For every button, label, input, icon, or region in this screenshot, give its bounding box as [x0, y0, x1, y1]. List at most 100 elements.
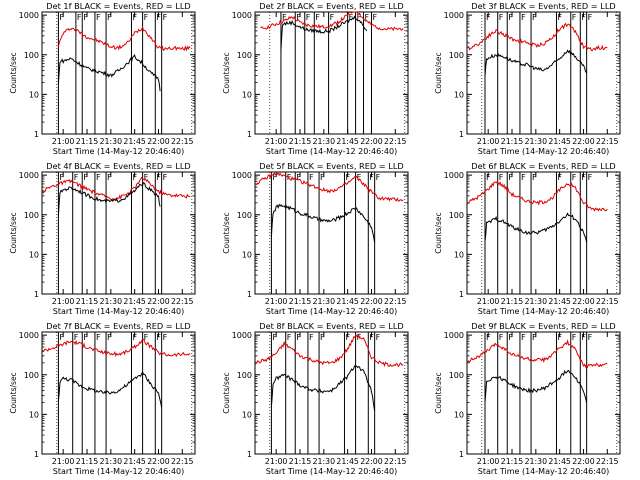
x-tick-label: 22:15: [596, 457, 619, 466]
interval-marker-label: F: [107, 13, 112, 22]
x-axis-label: Start Time (14-May-12 20:46:40): [53, 467, 184, 476]
series-line-lld: [467, 22, 608, 52]
x-tick-label: 21:00: [477, 297, 500, 306]
interval-marker-label: F: [83, 333, 88, 342]
y-tick-label: 1: [459, 450, 464, 459]
interval-marker-label: F: [156, 173, 161, 182]
x-tick-label: 21:30: [100, 297, 123, 306]
y-tick-label: 1: [34, 130, 39, 139]
panel-title: Det 9f BLACK = Events, RED = LLD: [471, 321, 615, 331]
x-axis-label: Start Time (14-May-12 20:46:40): [266, 307, 397, 316]
x-tick-label: 21:30: [313, 297, 336, 306]
y-tick-label: 100: [449, 371, 464, 380]
x-tick-label: 22:00: [360, 137, 383, 146]
y-tick-label: 10: [454, 250, 464, 259]
interval-marker-label: F: [376, 333, 381, 342]
interval-marker-label: F: [320, 173, 325, 182]
interval-marker-label: F: [486, 333, 491, 342]
y-axis-label: Counts/sec: [9, 212, 18, 253]
y-tick-label: 100: [449, 211, 464, 220]
interval-marker-label: F: [532, 173, 537, 182]
y-tick-label: 1000: [232, 171, 252, 180]
x-tick-label: 21:45: [548, 457, 571, 466]
interval-marker-label: F: [365, 13, 370, 22]
interval-marker-label: F: [557, 333, 562, 342]
x-tick-label: 21:15: [289, 457, 312, 466]
interval-marker-label: F: [144, 333, 149, 342]
interval-marker-label: F: [296, 13, 301, 22]
interval-marker-label: F: [499, 333, 504, 342]
interval-marker-label: F: [156, 333, 161, 342]
panel-title: Det 4f BLACK = Events, RED = LLD: [46, 161, 190, 171]
interval-marker-label: F: [282, 13, 287, 22]
interval-marker-label: F: [107, 333, 112, 342]
panel-title: Det 3f BLACK = Events, RED = LLD: [471, 1, 615, 11]
interval-marker-label: F: [372, 13, 377, 22]
x-tick-label: 22:00: [147, 137, 170, 146]
y-tick-label: 1000: [232, 331, 252, 340]
y-tick-label: 10: [29, 250, 39, 259]
interval-marker-label: F: [572, 333, 577, 342]
interval-marker-label: F: [163, 173, 168, 182]
interval-marker-label: F: [144, 173, 149, 182]
interval-marker-label: F: [306, 13, 311, 22]
interval-marker-label: F: [296, 333, 301, 342]
interval-marker-label: F: [588, 173, 593, 182]
series-line-lld: [42, 176, 191, 201]
plot-frame: [41, 331, 196, 455]
interval-marker-label: F: [521, 333, 526, 342]
interval-marker-label: F: [588, 13, 593, 22]
y-tick-label: 1000: [444, 171, 464, 180]
y-tick-label: 1000: [444, 331, 464, 340]
plot-frame: [466, 11, 621, 135]
x-tick-label: 21:45: [123, 457, 146, 466]
x-axis-label: Start Time (14-May-12 20:46:40): [53, 147, 184, 156]
interval-marker-label: F: [132, 13, 137, 22]
series-line-lld: [467, 180, 608, 212]
interval-marker-label: F: [272, 333, 277, 342]
y-axis-label: Counts/sec: [9, 52, 18, 93]
interval-marker-label: F: [532, 333, 537, 342]
interval-marker-label: F: [96, 173, 101, 182]
x-tick-label: 21:15: [76, 297, 99, 306]
x-tick-label: 21:45: [123, 297, 146, 306]
x-tick-label: 21:00: [52, 457, 75, 466]
interval-marker-label: F: [163, 13, 168, 22]
interval-marker-label: F: [357, 173, 362, 182]
panel-title: Det 5f BLACK = Events, RED = LLD: [259, 161, 403, 171]
panel-det-5: Det 5f BLACK = Events, RED = LLD 1 10 100 10…: [222, 161, 409, 316]
y-tick-label: 1: [34, 290, 39, 299]
x-tick-label: 21:30: [313, 457, 336, 466]
y-tick-label: 10: [242, 410, 252, 419]
y-axis-label: Counts/sec: [222, 212, 231, 253]
x-tick-label: 21:30: [313, 137, 336, 146]
panel-det-2: Det 2f BLACK = Events, RED = LLD 1 10 100 10…: [222, 1, 409, 156]
interval-marker-label: F: [163, 333, 168, 342]
x-tick-label: 21:45: [548, 137, 571, 146]
x-tick-label: 21:15: [289, 137, 312, 146]
interval-marker-label: F: [315, 13, 320, 22]
x-tick-label: 22:00: [360, 297, 383, 306]
x-tick-label: 21:30: [525, 137, 548, 146]
series-line-lld: [42, 338, 191, 358]
interval-marker-label: F: [287, 333, 292, 342]
series-line-lld: [57, 25, 191, 52]
y-tick-label: 1: [459, 130, 464, 139]
x-tick-label: 21:45: [336, 137, 359, 146]
x-tick-label: 22:00: [572, 297, 595, 306]
series-line-events: [270, 203, 376, 243]
x-tick-label: 22:00: [572, 137, 595, 146]
interval-marker-label: F: [349, 13, 354, 22]
interval-marker-label: F: [581, 333, 586, 342]
panel-det-6: Det 6f BLACK = Events, RED = LLD 1 10 100 10…: [434, 161, 621, 316]
x-tick-label: 21:15: [501, 457, 524, 466]
panel-det-8: Det 8f BLACK = Events, RED = LLD 1 10 100 10…: [222, 321, 409, 476]
interval-marker-label: F: [74, 333, 79, 342]
plot-frame: [41, 11, 196, 135]
y-tick-label: 10: [29, 410, 39, 419]
interval-marker-label: F: [132, 333, 137, 342]
panel-title: Det 2f BLACK = Events, RED = LLD: [259, 1, 403, 11]
x-tick-label: 22:00: [572, 457, 595, 466]
interval-marker-label: F: [486, 173, 491, 182]
